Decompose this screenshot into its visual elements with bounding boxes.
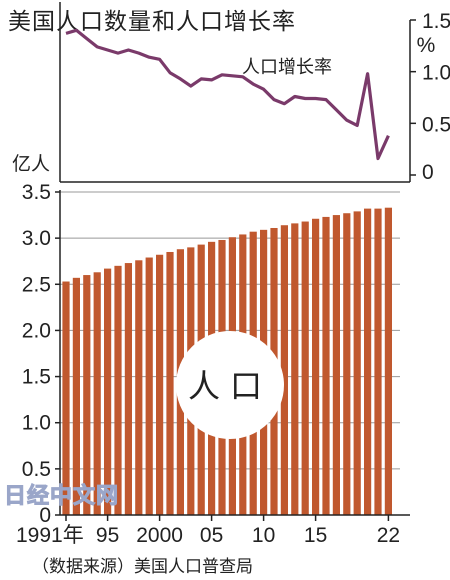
- x-tick-label: 05: [200, 524, 223, 547]
- y-tick-label: 2.5: [22, 273, 51, 296]
- population-bar: [104, 268, 112, 515]
- population-label-circle: [176, 331, 284, 439]
- population-bar: [166, 251, 174, 515]
- population-panel: 亿人 3.5 3.0 2.5 2.0 1.5 1.0 0.5 0 1991年 95 2000 05 1…: [12, 153, 410, 547]
- watermark-logo: 日经中文网: [3, 484, 120, 510]
- y-tick-label: 1.0: [22, 412, 51, 435]
- x-tick-label: 22: [377, 524, 400, 547]
- population-series-label: 人口: [188, 367, 272, 405]
- rate-tick-label: 1.5: [422, 10, 450, 33]
- x-tick-label: 10: [252, 524, 275, 547]
- rate-unit-label: %: [417, 34, 436, 57]
- x-tick-label: 1991年: [16, 524, 84, 547]
- chart-title: 美国人口数量和人口增长率: [8, 9, 296, 35]
- y-tick-label: 3.0: [22, 227, 51, 250]
- population-bar: [124, 263, 132, 515]
- rate-tick-label: 1.0: [422, 62, 450, 85]
- y-tick-label: 0.5: [22, 458, 51, 481]
- population-bar: [291, 223, 299, 515]
- growth-rate-line: [65, 28, 390, 161]
- population-bar: [72, 277, 80, 515]
- population-bar: [83, 275, 91, 515]
- population-bar: [322, 216, 330, 515]
- population-bar: [301, 221, 309, 515]
- population-bar: [280, 225, 288, 516]
- population-bar: [312, 218, 320, 515]
- population-bar: [135, 260, 143, 515]
- population-bar: [343, 213, 351, 515]
- x-tick-label: 95: [96, 524, 119, 547]
- y-tick-label: 0: [39, 504, 51, 527]
- population-bar: [62, 281, 70, 515]
- population-bar: [114, 265, 122, 515]
- source-note: （数据来源）美国人口普查局: [32, 557, 253, 577]
- x-tick-label: 2000: [136, 524, 183, 547]
- population-bar: [156, 254, 164, 516]
- growth-rate-panel: 1.5 1.0 0.5 0 % 人口增长率: [59, 2, 450, 184]
- y-tick-label: 1.5: [22, 366, 51, 389]
- population-bar: [353, 211, 361, 515]
- y-tick-label: 2.0: [22, 319, 51, 342]
- population-bar: [384, 207, 392, 515]
- population-bar: [364, 208, 372, 515]
- rate-tick-label: 0: [422, 161, 434, 184]
- population-unit-label: 亿人: [12, 153, 50, 175]
- rate-series-label: 人口增长率: [242, 57, 332, 78]
- population-bar: [374, 208, 382, 515]
- population-bar: [145, 257, 153, 515]
- population-bar: [332, 215, 340, 516]
- x-tick-label: 15: [304, 524, 327, 547]
- population-bar: [93, 272, 101, 515]
- rate-tick-label: 0.5: [422, 113, 450, 136]
- y-tick-label: 3.5: [22, 181, 51, 204]
